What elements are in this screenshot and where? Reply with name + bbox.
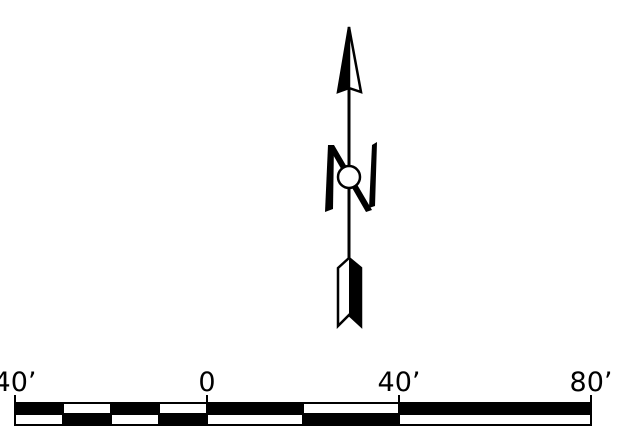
scale-label-minus-40: 40’ [0, 367, 36, 398]
scale-bar: 40’ 0 40’ 80’ [0, 367, 613, 426]
scale-cell [15, 403, 63, 414]
north-arrow-head [336, 26, 351, 94]
scale-cell [63, 414, 111, 425]
north-arrow [325, 26, 377, 330]
scale-cell [399, 403, 591, 414]
scale-bar-dividers [14, 395, 592, 425]
north-arrow-hub [336, 164, 362, 190]
scale-cell [207, 403, 303, 414]
scale-cell [111, 403, 159, 414]
north-arrow-head-outline [347, 26, 363, 94]
scale-bar-segments [207, 403, 591, 425]
scale-cell [303, 414, 399, 425]
north-arrow-tail-fill [349, 258, 361, 326]
scale-cell [159, 414, 207, 425]
scale-label-40: 40’ [378, 367, 421, 398]
scale-label-80: 80’ [570, 367, 613, 398]
scale-bar-subdivisions [15, 403, 207, 425]
scale-label-0: 0 [198, 367, 215, 398]
